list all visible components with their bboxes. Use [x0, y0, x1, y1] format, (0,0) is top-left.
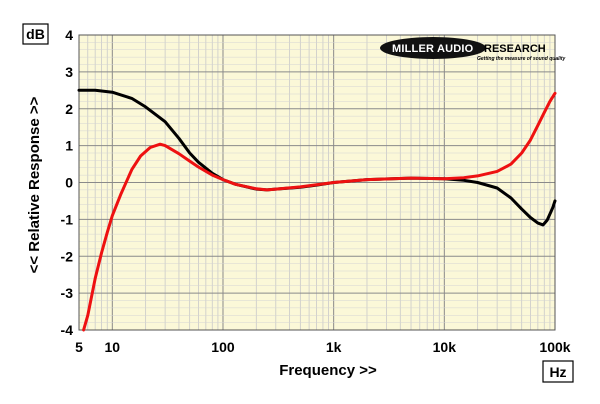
grid-y: [79, 34, 555, 331]
x-tick-label: 100: [211, 339, 235, 355]
logo-main-text: MILLER AUDIO: [392, 43, 474, 55]
x-tick-label: 1k: [326, 339, 342, 355]
x-tick-label: 10k: [433, 339, 457, 355]
plot-frame: [78, 34, 556, 331]
y-unit-label: dB: [26, 26, 45, 42]
series-line-red: [82, 91, 557, 332]
y-unit-box: dB: [22, 23, 49, 45]
y-axis-title: << Relative Response >>: [26, 96, 43, 273]
x-tick-label: 100k: [539, 339, 570, 355]
y-tick-labels: 4 3 2 1 0 -1 -2 -3 -4: [61, 27, 74, 338]
logo-right-text: RESEARCH: [484, 43, 546, 55]
y-tick-label: -2: [61, 248, 74, 264]
y-tick-label: 2: [65, 101, 73, 117]
x-tick-label: 5: [75, 339, 83, 355]
y-tick-label: 3: [65, 64, 73, 80]
miller-audio-research-logo: MILLER AUDIO RESEARCH Getting the measur…: [380, 37, 566, 62]
y-tick-label: 0: [65, 175, 73, 191]
x-axis-title: Frequency >>: [279, 362, 377, 379]
x-tick-labels: 5 10 100 1k 10k 100k: [75, 339, 571, 355]
y-tick-label: 1: [65, 138, 73, 154]
y-tick-label: -3: [61, 285, 74, 301]
x-unit-label: Hz: [549, 364, 566, 380]
y-tick-label: -4: [61, 322, 74, 338]
logo-tagline: Getting the measure of sound quality: [477, 56, 566, 62]
series-layer: [77, 88, 557, 332]
y-tick-label: -1: [61, 211, 74, 227]
x-unit-box: Hz: [542, 360, 574, 383]
y-tick-label: 4: [65, 27, 73, 43]
x-tick-label: 10: [105, 339, 121, 355]
